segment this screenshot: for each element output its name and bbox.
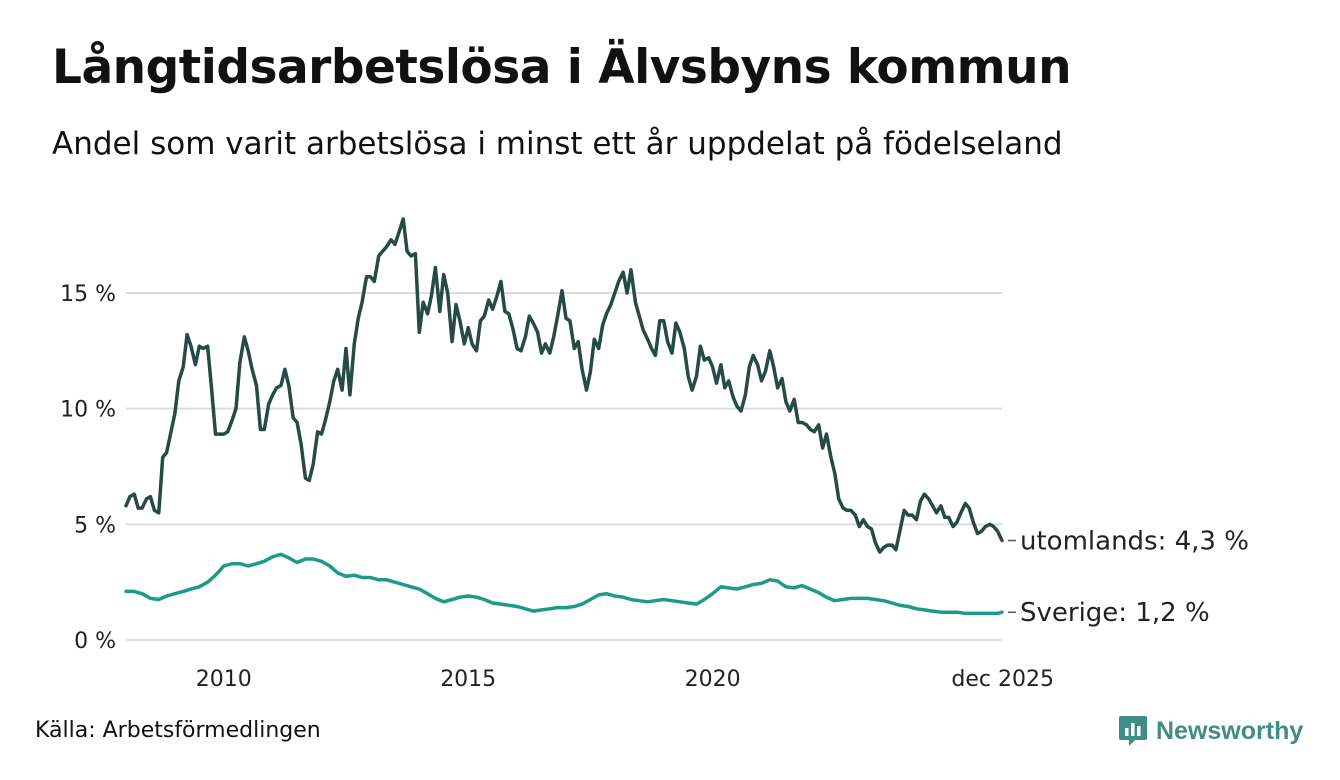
x-tick-label: 2010 — [196, 667, 252, 692]
series-line-utomlands — [124, 217, 1004, 554]
end-labels: utomlands: 4,3 % Sverige: 1,2 % — [1008, 527, 1249, 628]
series-line-sverige — [124, 552, 1004, 616]
y-tick-label: 0 % — [74, 629, 116, 654]
x-axis-ticks: 2010 2015 2020 dec 2025 — [196, 667, 1054, 692]
y-tick-label: 15 % — [60, 282, 116, 307]
x-tick-label: 2020 — [685, 667, 741, 692]
newsworthy-logo-icon — [1119, 716, 1147, 746]
x-tick-label: 2015 — [440, 667, 496, 692]
line-chart: 0 % 5 % 10 % 15 % 2010 2015 2020 dec 2025 utom… — [60, 217, 1249, 692]
y-axis-ticks: 0 % 5 % 10 % 15 % — [60, 282, 116, 654]
end-label-utomlands: utomlands: 4,3 % — [1020, 527, 1249, 557]
brand-logo: Newsworthy — [1118, 714, 1303, 748]
y-tick-label: 10 % — [60, 398, 116, 423]
brand-name: Newsworthy — [1156, 716, 1304, 745]
end-label-sverige: Sverige: 1,2 % — [1020, 598, 1210, 628]
chart-subtitle: Andel som varit arbetslösa i minst ett å… — [52, 126, 1063, 162]
x-tick-label: dec 2025 — [951, 667, 1054, 692]
series-lines — [124, 217, 1004, 616]
chart-title: Långtidsarbetslösa i Älvsbyns kommun — [52, 40, 1072, 95]
y-tick-label: 5 % — [74, 513, 116, 538]
grid-lines — [126, 291, 1002, 641]
source-note: Källa: Arbetsförmedlingen — [35, 718, 321, 743]
